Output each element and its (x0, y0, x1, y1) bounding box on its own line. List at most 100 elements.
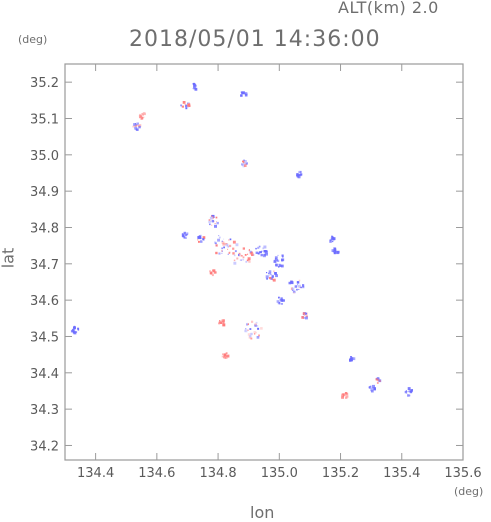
echo-speckle (234, 250, 237, 253)
echo-speckle (407, 391, 409, 393)
axis-ticks: 134.4 134.6 134.8 135.0 135.2 135.4 135.6 34.2 3… (30, 64, 482, 481)
echo-speckle (350, 358, 353, 360)
echo-speckle (250, 332, 253, 336)
echo-speckle (276, 300, 280, 303)
echo-speckle (288, 281, 291, 285)
echo-speckle (182, 235, 185, 238)
echo-speckle (405, 390, 407, 392)
echo-speckle (184, 237, 187, 239)
echo-cell (329, 235, 336, 243)
x-tick-label: 135.6 (444, 466, 481, 481)
echo-speckle (211, 224, 213, 226)
echo-speckle (291, 289, 294, 291)
echo-speckle (184, 234, 188, 237)
echo-speckle (304, 314, 306, 317)
echo-speckle (298, 170, 301, 174)
echo-speckle (281, 303, 283, 305)
echo-speckle (378, 377, 380, 379)
echo-cell (197, 234, 206, 243)
echo-speckle (211, 273, 213, 275)
echo-speckle (281, 258, 284, 262)
echo-speckle (407, 387, 411, 390)
echo-speckle (245, 92, 248, 96)
echo-speckle (343, 393, 346, 396)
echo-speckle (141, 117, 143, 119)
echo-speckle (376, 382, 379, 384)
x-axis-unit: (deg) (454, 485, 484, 498)
echo-speckle (379, 380, 381, 382)
y-tick-label: 34.5 (30, 330, 59, 345)
echo-speckle (248, 249, 250, 251)
echo-speckle (273, 270, 275, 273)
echo-speckle (329, 240, 332, 243)
echo-speckle (278, 301, 281, 303)
echo-speckle (246, 323, 249, 326)
echo-speckle (242, 258, 245, 261)
echo-speckle (333, 252, 336, 255)
echo-speckle (218, 236, 221, 239)
echo-speckle (306, 315, 308, 318)
y-tick-label: 34.3 (30, 403, 59, 418)
echo-speckle (375, 378, 378, 381)
echo-speckle (202, 238, 205, 241)
echo-cell (276, 296, 285, 305)
echo-speckle (227, 246, 229, 248)
echo-speckle (211, 274, 214, 277)
echo-speckle (135, 123, 138, 126)
echo-speckle (257, 327, 260, 330)
echo-speckle (242, 91, 245, 95)
echo-speckle (299, 286, 301, 288)
echo-speckle (221, 252, 223, 254)
echo-speckle (249, 250, 252, 253)
echo-speckle (215, 244, 218, 247)
echo-speckle (247, 323, 249, 325)
echo-speckle (256, 325, 259, 327)
echo-speckle (274, 272, 277, 275)
echo-speckle (270, 273, 272, 276)
echo-speckle (225, 352, 227, 354)
echo-speckle (281, 254, 284, 257)
echo-speckle (258, 334, 260, 337)
echo-speckle (225, 356, 228, 359)
echo-speckle (221, 321, 225, 324)
echo-cell (255, 245, 268, 258)
echo-cell (221, 352, 230, 359)
echo-speckle (242, 160, 244, 163)
echo-speckle (235, 243, 239, 247)
echo-speckle (305, 316, 308, 320)
echo-speckle (350, 356, 352, 358)
echo-speckle (198, 235, 201, 237)
echo-cell (180, 101, 191, 110)
echo-speckle (214, 271, 217, 274)
echo-speckle (301, 316, 304, 319)
x-tick-label: 134.4 (77, 466, 114, 481)
echo-cell (233, 247, 255, 265)
echo-speckle (72, 331, 75, 333)
echo-speckle (208, 220, 211, 224)
echo-speckle (182, 101, 186, 104)
echo-speckle (260, 327, 263, 330)
echo-cell (341, 392, 349, 399)
echo-speckle (274, 256, 278, 260)
echo-speckle (242, 160, 246, 164)
echo-speckle (247, 333, 251, 336)
echo-speckle (302, 285, 305, 288)
echo-speckle (248, 335, 252, 339)
y-tick-label: 34.8 (30, 221, 59, 236)
echo-speckle (275, 274, 278, 278)
echo-speckle (294, 285, 298, 288)
echo-speckle (219, 321, 222, 324)
echo-speckle (275, 258, 277, 260)
echo-speckle (194, 84, 197, 87)
echo-speckle (266, 272, 268, 274)
echo-speckle (215, 251, 218, 255)
echo-speckle (183, 231, 186, 235)
echo-speckle (219, 320, 221, 322)
echo-cell (368, 384, 376, 393)
echo-speckle (138, 125, 140, 127)
echo-speckle (370, 385, 372, 387)
echo-speckle (368, 386, 372, 389)
echo-speckle (263, 245, 267, 249)
echo-speckle (372, 384, 375, 388)
